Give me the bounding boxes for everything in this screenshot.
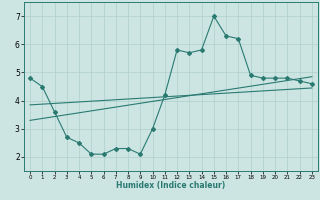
X-axis label: Humidex (Indice chaleur): Humidex (Indice chaleur)	[116, 181, 226, 190]
